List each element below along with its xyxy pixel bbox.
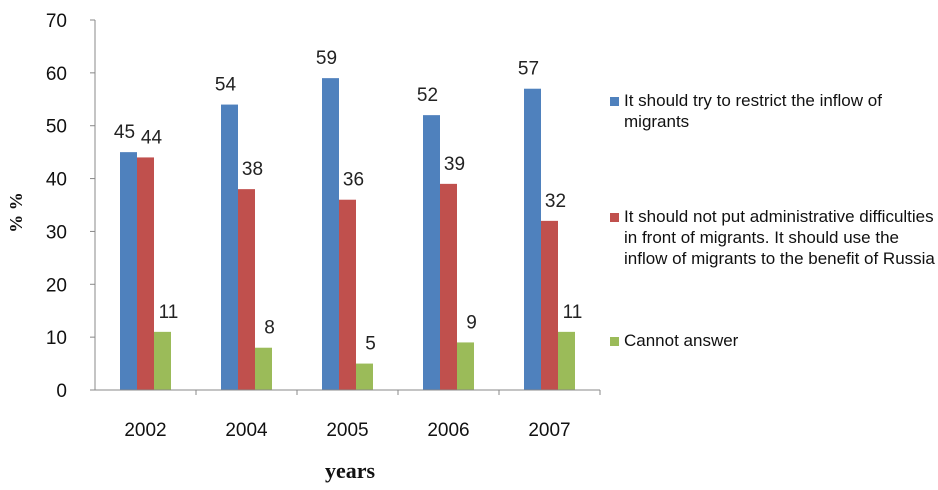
y-tick-label: 50: [46, 117, 67, 138]
data-label: 39: [444, 154, 465, 175]
y-tick-label: 30: [46, 222, 67, 243]
x-tick-label: 2005: [326, 420, 368, 441]
y-tick-label: 10: [46, 328, 67, 349]
legend-label: Cannot answer: [624, 331, 739, 350]
y-tick-label: 20: [46, 275, 67, 296]
legend-label: It should not put administrative difficu…: [624, 207, 935, 268]
legend-item: It should try to restrict the inflow of …: [610, 90, 938, 132]
data-label: 9: [466, 312, 477, 333]
bar: [423, 115, 440, 391]
x-axis: 2002 2004 2005 2006 2007: [95, 389, 601, 441]
y-axis-label: % %: [5, 192, 26, 233]
bar: [558, 331, 575, 390]
legend-swatch: [610, 337, 619, 346]
bar: [238, 189, 255, 390]
bar: [541, 220, 558, 390]
data-label: 59: [316, 48, 337, 69]
legend-swatch: [610, 213, 619, 222]
data-labels: 45 44 11 54 38 8 59 36 5 52 39 9 57 32 11: [114, 48, 582, 354]
bar: [137, 157, 154, 390]
data-label: 8: [264, 318, 275, 339]
bar: [457, 342, 474, 390]
x-tick-label: 2002: [124, 420, 166, 441]
legend-swatch: [610, 97, 619, 106]
x-tick-label: 2006: [427, 420, 469, 441]
data-label: 32: [545, 191, 566, 212]
y-tick-label: 60: [46, 64, 67, 85]
bar: [524, 88, 541, 390]
data-label: 52: [417, 85, 438, 106]
bar: [322, 78, 339, 391]
data-label: 44: [141, 127, 163, 148]
data-label: 11: [563, 302, 583, 323]
data-label: 57: [518, 59, 539, 80]
data-label: 11: [159, 302, 179, 323]
bar: [221, 104, 238, 391]
bar: [356, 363, 373, 390]
data-label: 45: [114, 122, 135, 143]
x-axis-label: years: [324, 458, 376, 483]
data-label: 38: [242, 159, 263, 180]
x-tick-label: 2004: [225, 420, 268, 441]
legend-item: It should not put administrative difficu…: [610, 206, 938, 269]
bar: [154, 331, 171, 390]
legend-item: Cannot answer: [610, 330, 938, 351]
bars: [120, 78, 575, 391]
bar: [255, 347, 272, 390]
data-label: 54: [215, 75, 237, 96]
bar: [440, 183, 457, 390]
x-tick-label: 2007: [528, 420, 570, 441]
y-tick-label: 40: [46, 170, 67, 191]
data-label: 5: [365, 334, 376, 355]
y-axis: 0 10 20 30 40 50 60 70: [46, 11, 96, 402]
y-tick-label: 70: [46, 11, 67, 32]
bar: [339, 199, 356, 390]
y-tick-label: 0: [56, 381, 67, 402]
data-label: 36: [343, 170, 364, 191]
bar: [120, 152, 137, 390]
legend-label: It should try to restrict the inflow of …: [624, 91, 882, 131]
